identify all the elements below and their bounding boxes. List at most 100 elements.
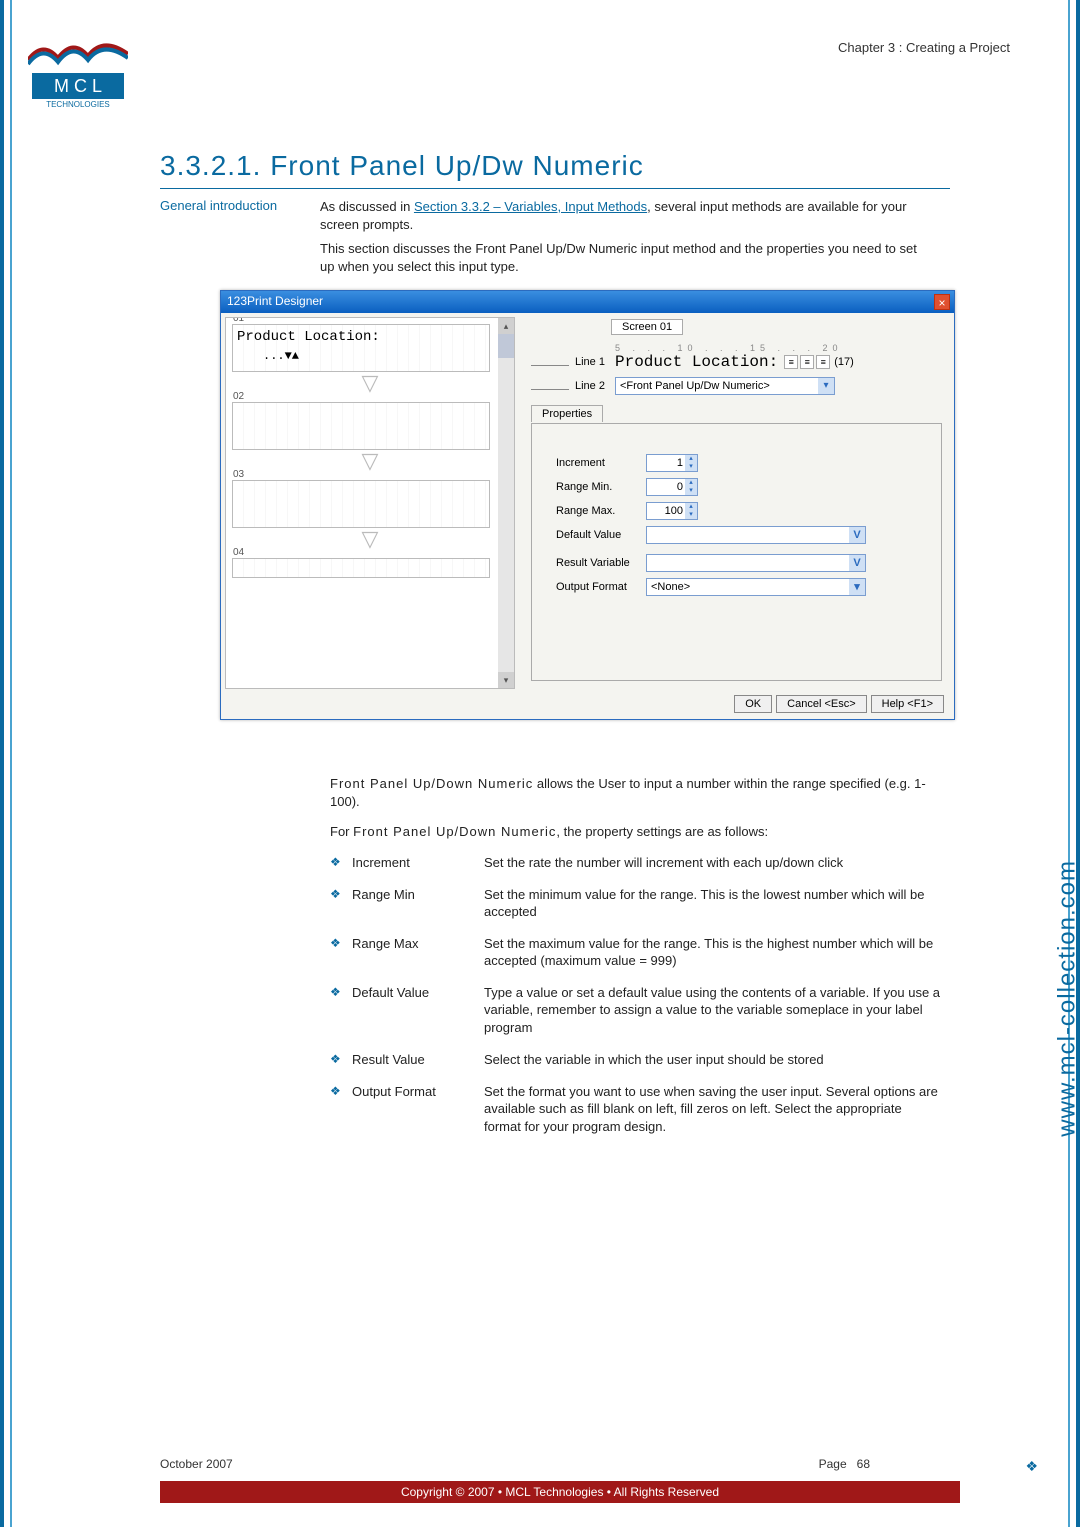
rangemin-row: Range Min. 0▴▾ (556, 478, 917, 496)
flow-arrow-icon: ▽ (226, 448, 514, 474)
result-variable-row: Result Variable V (556, 554, 917, 572)
intro-label: General introduction (160, 198, 277, 213)
intro-text-before: As discussed in (320, 199, 414, 214)
chevron-down-icon[interactable]: ▾ (849, 579, 865, 595)
line-1-value[interactable]: Product Location: (615, 353, 778, 371)
post-para-1-bold: Front Panel Up/Down Numeric (330, 776, 533, 791)
rangemax-row: Range Max. 100▴▾ (556, 502, 917, 520)
screen-slot-4[interactable]: 04 (232, 558, 490, 578)
rangemax-value: 100 (665, 505, 683, 517)
slot-1-line2: ...▼▲ (233, 349, 489, 363)
output-format-row: Output Format <None>▾ (556, 578, 917, 596)
slot-1-line1: Product Location: (233, 325, 489, 349)
rangemax-label: Range Max. (556, 505, 646, 517)
bullet-icon: ❖ (330, 984, 352, 1037)
intro-link[interactable]: Section 3.3.2 – Variables, Input Methods (414, 199, 647, 214)
line-editor: 5 . . . 10 . . . 15 . . . 20 Line 1 Prod… (531, 343, 931, 401)
list-item: ❖Range MaxSet the maximum value for the … (330, 935, 940, 970)
default-value-label: Default Value (556, 529, 646, 541)
prop-desc: Set the format you want to use when savi… (484, 1083, 940, 1136)
dialog-title-text: 123Print Designer (227, 294, 323, 308)
output-format-dropdown[interactable]: <None>▾ (646, 578, 866, 596)
line-1-label: Line 1 (575, 356, 615, 368)
rangemax-spinner[interactable]: 100▴▾ (646, 502, 698, 520)
ok-button[interactable]: OK (734, 695, 772, 713)
intro-paragraph-1: As discussed in Section 3.3.2 – Variable… (320, 198, 920, 234)
spinner-down-icon[interactable]: ▾ (685, 487, 697, 495)
prop-desc: Set the maximum value for the range. Thi… (484, 935, 940, 970)
line-2-label: Line 2 (575, 380, 615, 392)
scroll-up-icon[interactable]: ▴ (498, 318, 514, 334)
scroll-down-icon[interactable]: ▾ (498, 672, 514, 688)
spinner-down-icon[interactable]: ▾ (685, 463, 697, 471)
default-value-row: Default Value V (556, 526, 917, 544)
result-variable-label: Result Variable (556, 557, 646, 569)
scrollbar[interactable]: ▴ ▾ (498, 318, 514, 688)
prop-name: Range Max (352, 935, 484, 970)
prop-desc: Select the variable in which the user in… (484, 1051, 940, 1069)
footer-page-number: 68 (857, 1457, 870, 1471)
svg-text:TECHNOLOGIES: TECHNOLOGIES (46, 100, 110, 109)
dialog-titlebar: 123Print Designer × (221, 291, 954, 313)
section-name: Front Panel Up/Dw Numeric (270, 150, 644, 181)
connector-line (531, 389, 569, 390)
side-bullet-icon: ❖ (1025, 1458, 1038, 1475)
properties-tab[interactable]: Properties (531, 405, 603, 422)
spinner-up-icon[interactable]: ▴ (685, 503, 697, 511)
slot-number-1: 01 (233, 317, 244, 324)
logo-text-icon: M C L TECHNOLOGIES (28, 73, 128, 109)
list-item: ❖IncrementSet the rate the number will i… (330, 854, 940, 872)
default-value-input[interactable]: V (646, 526, 866, 544)
align-right-icon[interactable]: ≡ (816, 355, 830, 369)
footer-date: October 2007 (160, 1457, 233, 1471)
variable-picker-icon[interactable]: V (849, 555, 865, 571)
list-item: ❖Result ValueSelect the variable in whic… (330, 1051, 940, 1069)
rangemin-value: 0 (677, 481, 683, 493)
designer-dialog: 123Print Designer × 01 Product Location:… (220, 290, 955, 720)
post-para-1: Front Panel Up/Down Numeric allows the U… (330, 775, 940, 811)
line-2-row: Line 2 <Front Panel Up/Dw Numeric> ▾ (531, 377, 931, 395)
bullet-icon: ❖ (330, 1083, 352, 1136)
copyright-bar: Copyright © 2007 • MCL Technologies • Al… (160, 1481, 960, 1503)
screen-slot-3[interactable]: 03 (232, 480, 490, 528)
bullet-icon: ❖ (330, 854, 352, 872)
cancel-button[interactable]: Cancel <Esc> (776, 695, 866, 713)
connector-line (531, 365, 569, 366)
align-left-icon[interactable]: ≡ (784, 355, 798, 369)
increment-spinner[interactable]: 1▴▾ (646, 454, 698, 472)
line-2-input-type-dropdown[interactable]: <Front Panel Up/Dw Numeric> ▾ (615, 377, 835, 395)
prop-name: Output Format (352, 1083, 484, 1136)
screen-slot-1[interactable]: 01 Product Location: ...▼▲ (232, 324, 490, 372)
column-count: (17) (834, 356, 854, 368)
increment-row: Increment 1▴▾ (556, 454, 917, 472)
result-variable-input[interactable]: V (646, 554, 866, 572)
rangemin-spinner[interactable]: 0▴▾ (646, 478, 698, 496)
screens-list-pane: 01 Product Location: ...▼▲ ▽ 02 ▽ 03 ▽ 0… (225, 317, 515, 689)
ruler: 5 . . . 10 . . . 15 . . . 20 (615, 343, 931, 353)
mcl-logo: M C L TECHNOLOGIES (28, 30, 128, 110)
properties-panel: Increment 1▴▾ Range Min. 0▴▾ Range Max. … (531, 423, 942, 681)
bullet-icon: ❖ (330, 886, 352, 921)
logo-waves-icon (28, 30, 128, 68)
chapter-heading: Chapter 3 : Creating a Project (838, 40, 1010, 55)
close-icon[interactable]: × (934, 294, 950, 310)
slot-number-2: 02 (233, 391, 244, 402)
align-center-icon[interactable]: ≡ (800, 355, 814, 369)
chevron-down-icon[interactable]: ▾ (818, 378, 834, 394)
increment-label: Increment (556, 457, 646, 469)
dialog-body: 01 Product Location: ...▼▲ ▽ 02 ▽ 03 ▽ 0… (221, 313, 954, 693)
spinner-up-icon[interactable]: ▴ (685, 479, 697, 487)
prop-desc: Type a value or set a default value usin… (484, 984, 940, 1037)
scroll-thumb[interactable] (498, 334, 514, 358)
variable-picker-icon[interactable]: V (849, 527, 865, 543)
side-url: www.mcl-collection.com (1054, 860, 1080, 1137)
screen-slot-2[interactable]: 02 (232, 402, 490, 450)
output-format-label: Output Format (556, 581, 646, 593)
help-button[interactable]: Help <F1> (871, 695, 944, 713)
line-2-dropdown-value: <Front Panel Up/Dw Numeric> (620, 380, 770, 392)
rangemin-label: Range Min. (556, 481, 646, 493)
dialog-button-row: OK Cancel <Esc> Help <F1> (734, 695, 944, 713)
spinner-down-icon[interactable]: ▾ (685, 511, 697, 519)
flow-arrow-icon: ▽ (226, 526, 514, 552)
spinner-up-icon[interactable]: ▴ (685, 455, 697, 463)
